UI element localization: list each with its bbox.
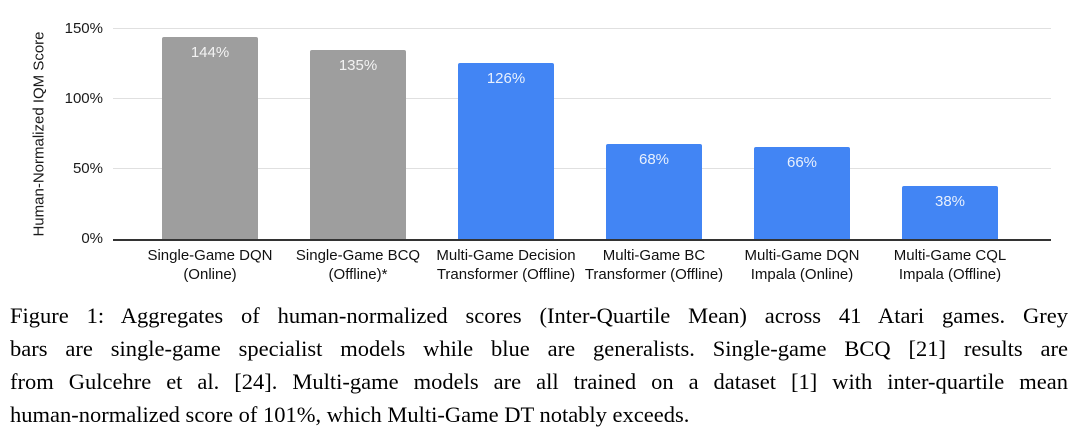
x-category-line: Multi-Game DQN <box>744 247 860 264</box>
bar-slot-5: 38% <box>876 29 1024 239</box>
x-category-line: Transformer (Offline) <box>436 266 576 283</box>
figure-caption: Figure 1: Aggregates of human-normalized… <box>10 299 1068 431</box>
caption-line: Figure 1: Aggregates of human-normalized… <box>10 303 1068 328</box>
bars: 144% 135% 126% 68% 66% 38% <box>136 29 1024 239</box>
bar-slot-1: 135% <box>284 29 432 239</box>
plot-area: 144% 135% 126% 68% 66% 38% 0% 50% 100% 150% <box>65 20 1051 247</box>
bar-chart: Human-Normalized IQM Score 144% 135% 126% 6… <box>30 20 1051 284</box>
bar-value-label: 144% <box>190 44 230 62</box>
y-axis-title: Human-Normalized IQM Score <box>30 31 48 237</box>
x-category-label: Multi-Game Decision Transformer (Offline) <box>432 246 580 284</box>
x-category-line: (Online) <box>183 266 237 283</box>
bar-3: 68% <box>606 143 702 239</box>
bar-1: 135% <box>310 50 406 239</box>
x-category-line: Single-Game DQN <box>147 247 273 264</box>
bar-4: 66% <box>754 146 850 239</box>
x-category-label: Multi-Game BC Transformer (Offline) <box>580 246 728 284</box>
x-category-label: Multi-Game DQN Impala (Online) <box>728 246 876 284</box>
caption-line: from Gulcehre et al. [24]. Multi-game mo… <box>10 369 1068 394</box>
caption-line: human-normalized score of 101%, which Mu… <box>10 402 690 427</box>
x-category-line: Impala (Offline) <box>898 266 1002 283</box>
y-tick-50%: 50% <box>72 160 103 177</box>
gridline-50% <box>113 168 1051 169</box>
bar-2: 126% <box>458 62 554 239</box>
x-category-line: Multi-Game BC <box>602 247 706 264</box>
x-category-label: Single-Game DQN (Online) <box>136 246 284 284</box>
x-category-line: Multi-Game Decision <box>436 247 576 264</box>
x-category-line: Single-Game BCQ <box>295 247 421 264</box>
bar-slot-3: 68% <box>580 29 728 239</box>
bar-slot-4: 66% <box>728 29 876 239</box>
bar-value-label: 38% <box>934 192 966 210</box>
gridline-100% <box>113 98 1051 99</box>
y-tick-0%: 0% <box>81 230 103 247</box>
bar-5: 38% <box>902 185 998 239</box>
x-category-line: Transformer (Offline) <box>584 266 724 283</box>
bar-value-label: 66% <box>786 153 818 171</box>
bar-value-label: 126% <box>486 69 526 87</box>
bar-value-label: 135% <box>338 57 378 74</box>
caption-line: bars are single-game specialist models w… <box>10 336 1068 361</box>
x-axis-labels: Single-Game DQN (Online) Single-Game BCQ (O… <box>136 246 1024 284</box>
y-tick-100%: 100% <box>64 90 103 107</box>
x-category-label: Multi-Game CQL Impala (Offline) <box>876 246 1024 284</box>
bar-value-label: 68% <box>638 150 670 168</box>
gridline-150% <box>113 28 1051 29</box>
x-category-line: (Offline)* <box>328 266 388 283</box>
y-tick-150%: 150% <box>64 20 103 37</box>
x-axis-line <box>113 239 1051 241</box>
bar-0: 144% <box>162 37 258 239</box>
x-category-label: Single-Game BCQ (Offline)* <box>284 246 432 284</box>
bar-slot-0: 144% <box>136 29 284 239</box>
bar-slot-2: 126% <box>432 29 580 239</box>
x-category-line: Multi-Game CQL <box>893 247 1007 264</box>
x-category-line: Impala (Online) <box>750 266 854 283</box>
